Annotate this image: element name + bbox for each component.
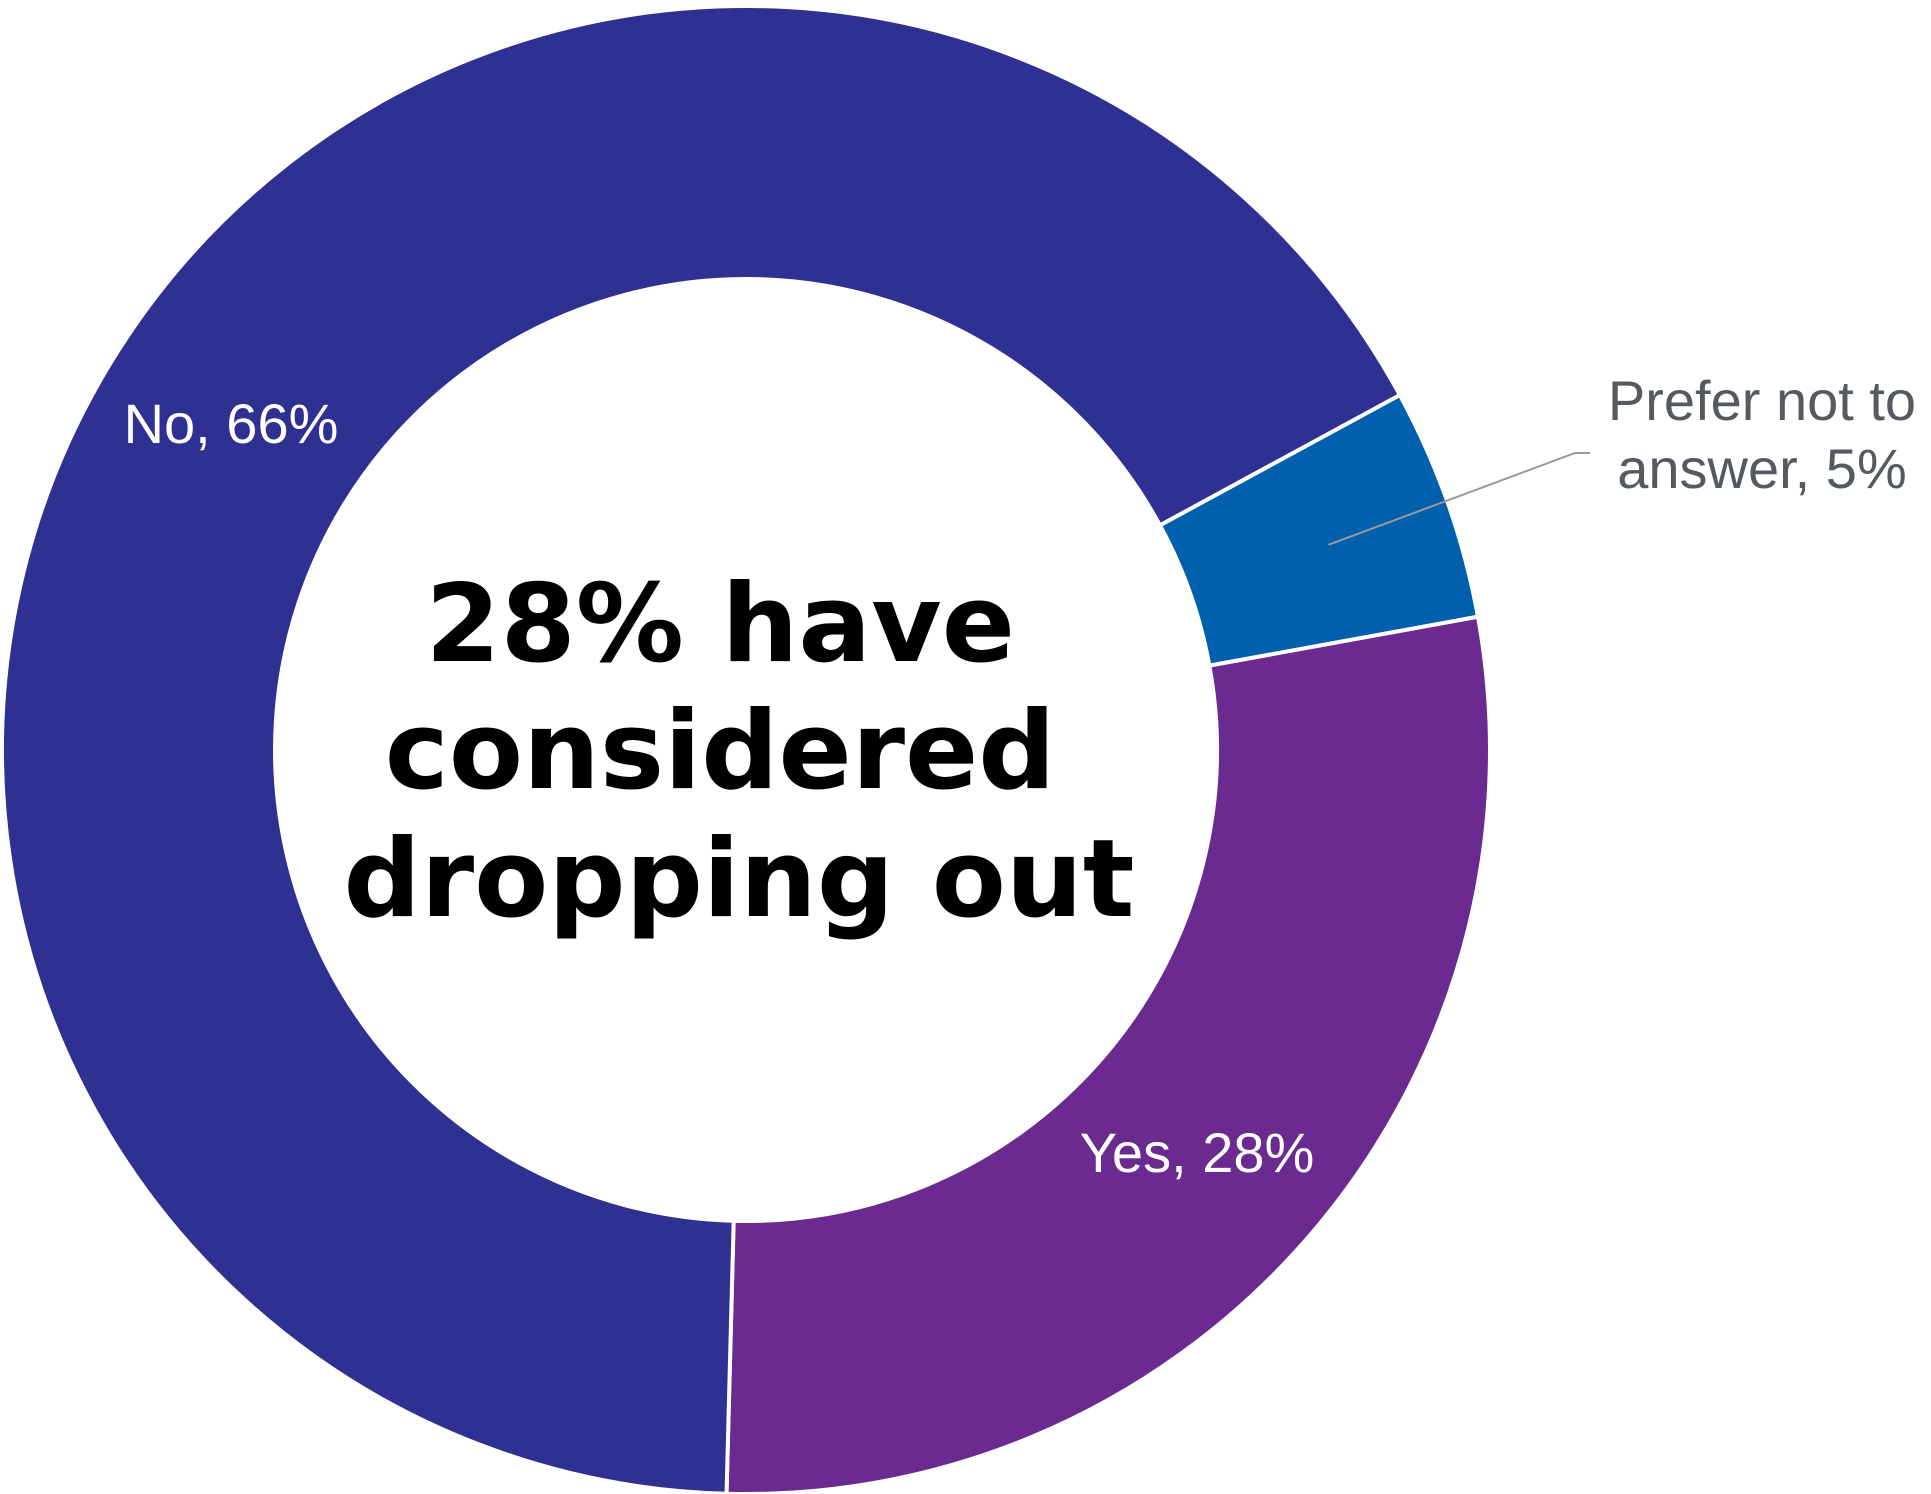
- center-text: 28% have considered dropping out: [344, 562, 1135, 942]
- slice-label-yes: Yes, 28%: [1080, 1121, 1315, 1184]
- leader-line: [1328, 452, 1590, 546]
- center-line-2: considered: [385, 689, 1056, 814]
- leader-group: [1328, 452, 1590, 546]
- labels-group: Prefer not to answer, 5% Yes, 28% No, 66%: [124, 369, 1916, 1184]
- slice-label-prefer-not-to-answer: Prefer not to answer, 5%: [1608, 369, 1916, 500]
- slice-label-no: No, 66%: [124, 392, 339, 455]
- center-line-3: dropping out: [344, 817, 1135, 942]
- slices-group: [0, 4, 1493, 1494]
- slice-yes: [724, 614, 1493, 1494]
- center-line-1: 28% have: [425, 562, 1015, 687]
- slice-no: [0, 4, 1403, 1494]
